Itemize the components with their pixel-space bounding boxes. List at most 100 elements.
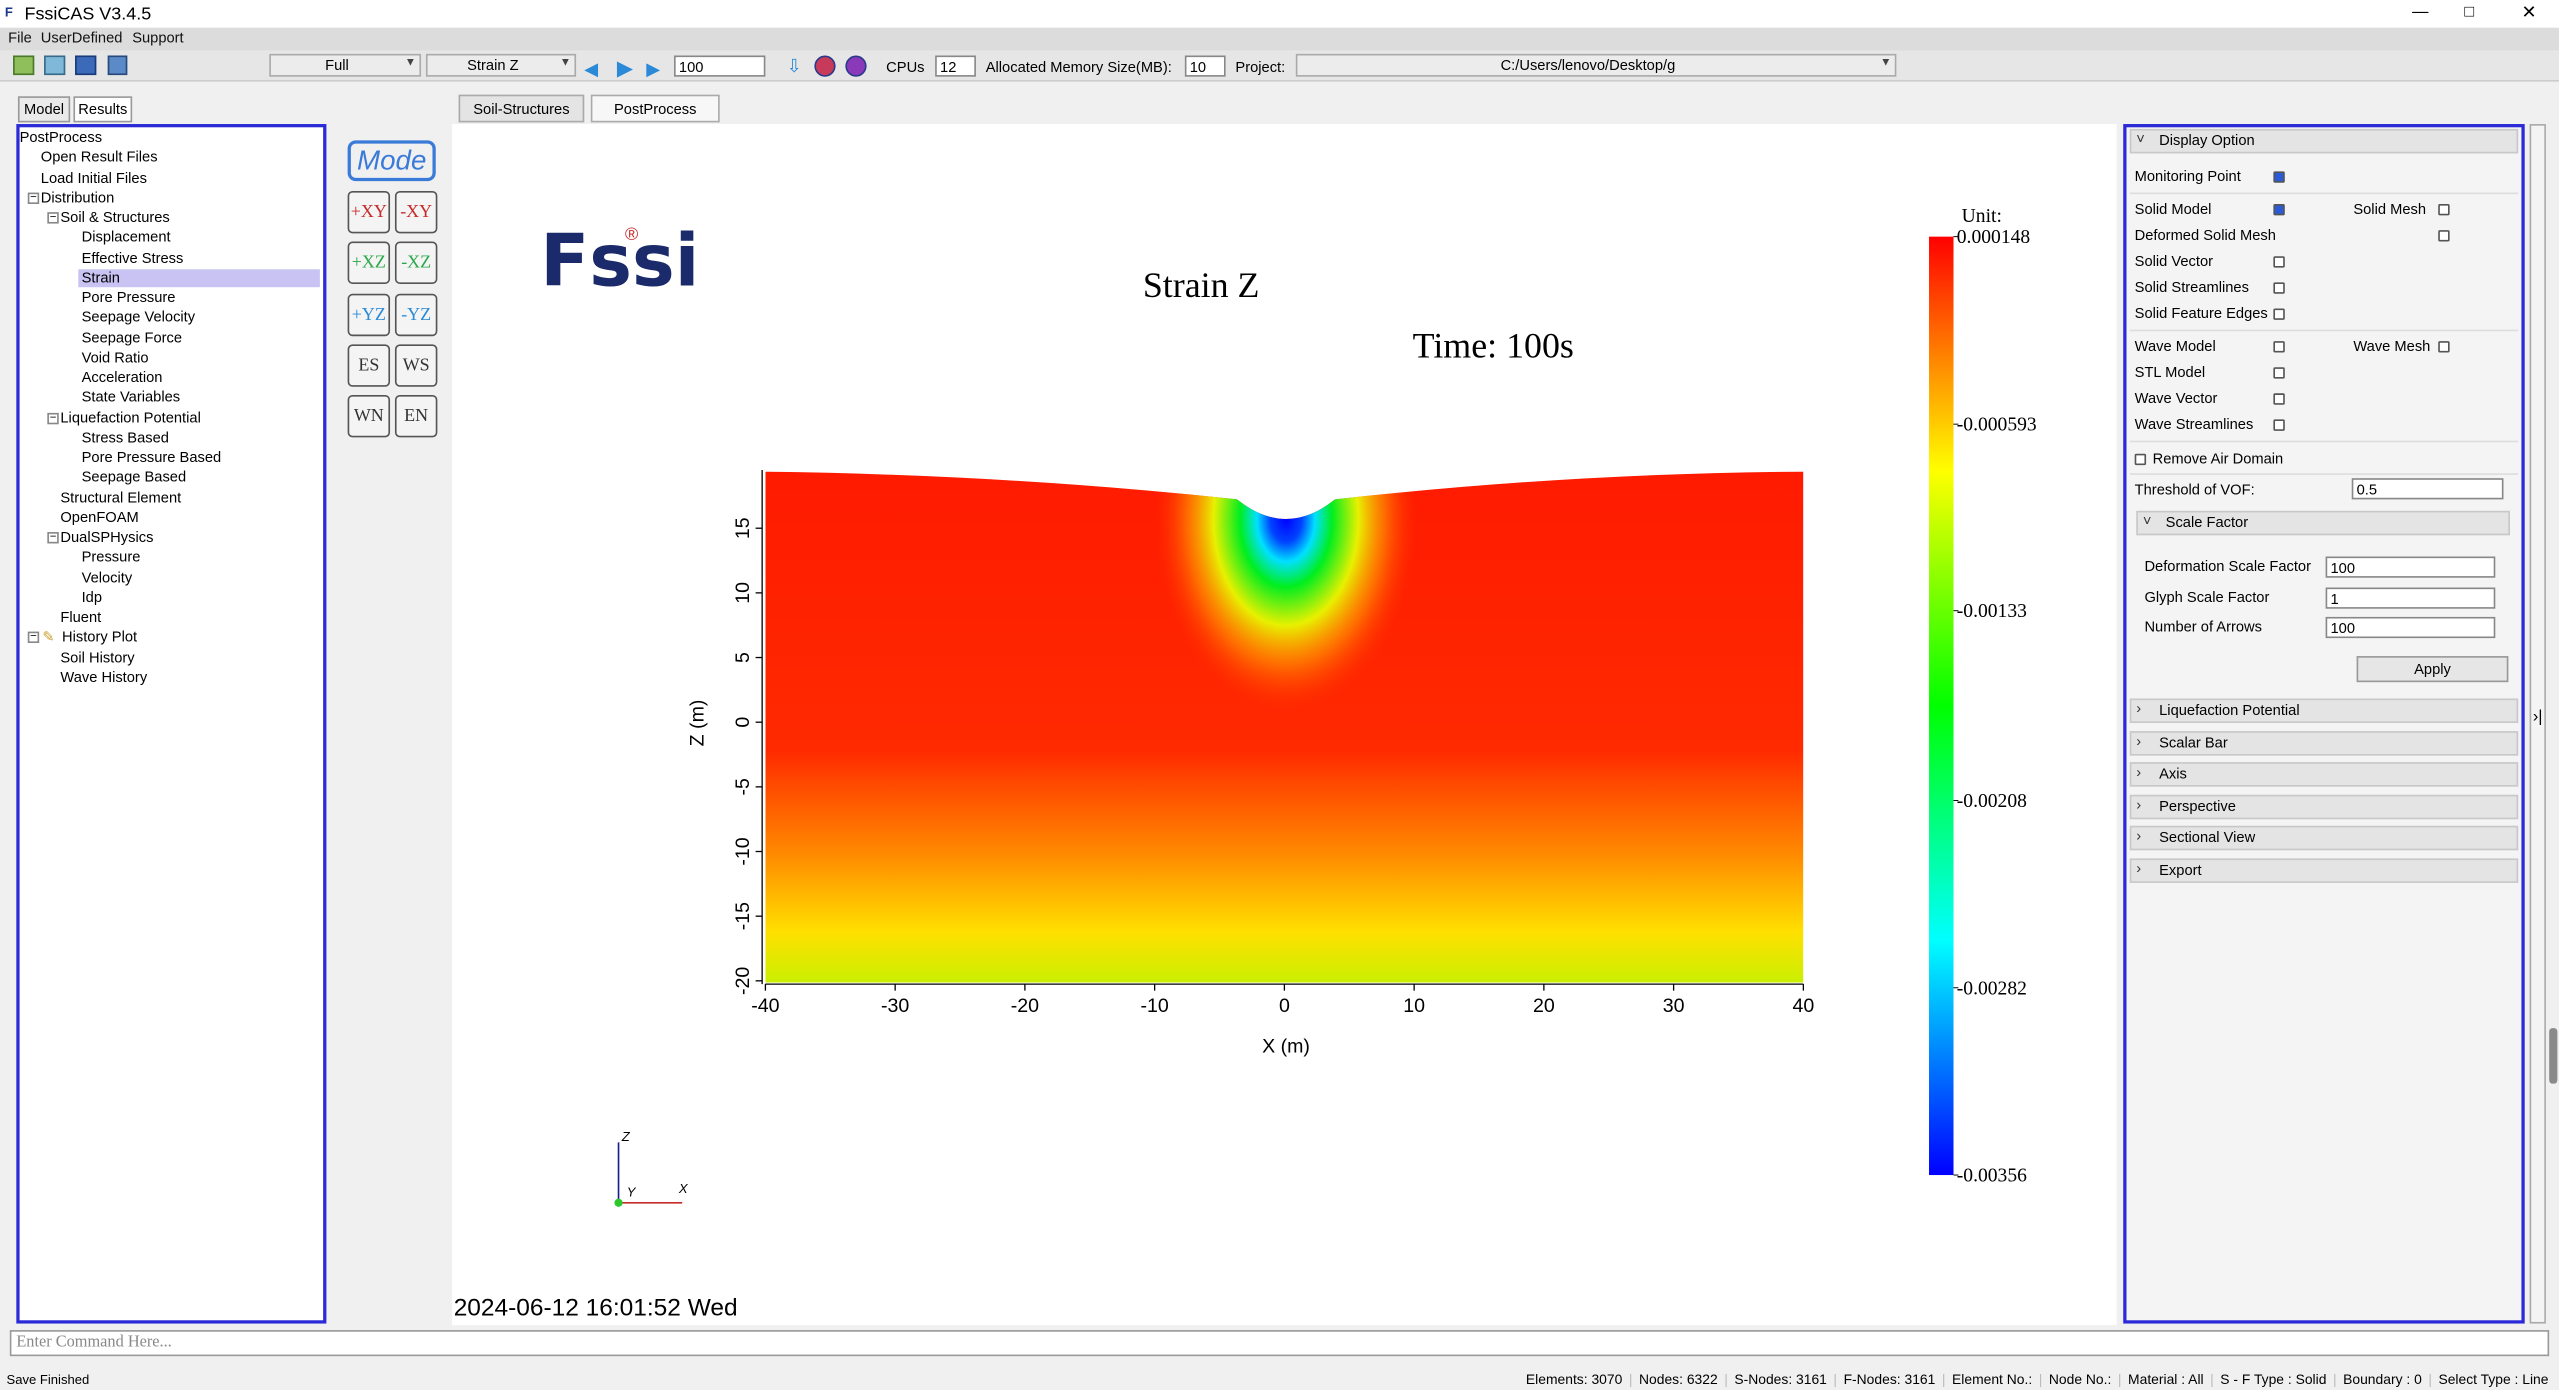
checkbox[interactable] — [2273, 204, 2285, 216]
section-header[interactable]: Scalar Bar — [2129, 730, 2519, 755]
section-header[interactable]: Perspective — [2129, 794, 2519, 819]
checkbox[interactable] — [2438, 341, 2450, 353]
mode-combo[interactable]: Full — [269, 53, 422, 77]
checkbox[interactable] — [2273, 282, 2285, 294]
tree-item[interactable]: Pore Pressure Based — [81, 448, 222, 466]
cpus-input[interactable]: 12 — [935, 55, 976, 77]
maximize-button[interactable]: □ — [2464, 3, 2475, 22]
left-tab[interactable]: Model — [17, 96, 71, 123]
tree-item[interactable]: DualSPHysics — [60, 528, 154, 546]
memory-input[interactable]: 10 — [1184, 55, 1226, 77]
view-button[interactable]: +YZ — [347, 293, 391, 336]
tree-item[interactable]: PostProcess — [19, 128, 103, 146]
tree-item[interactable]: Seepage Force — [81, 328, 183, 346]
play-button[interactable]: ▶ — [616, 55, 634, 80]
tree-item[interactable]: Liquefaction Potential — [60, 408, 201, 426]
field-input[interactable]: 100 — [2325, 616, 2496, 639]
tree-item[interactable]: State Variables — [81, 388, 181, 406]
checkbox[interactable] — [2134, 453, 2147, 466]
tree-item[interactable]: Idp — [81, 588, 103, 606]
collapse-arrow[interactable]: ›| — [2532, 708, 2543, 727]
project-combo[interactable]: C:/Users/lenovo/Desktop/g — [1295, 53, 1897, 77]
layout-icon[interactable] — [107, 55, 128, 76]
checkbox[interactable] — [2273, 367, 2285, 379]
checkbox[interactable] — [2273, 419, 2285, 431]
tree-item[interactable]: Fluent — [60, 608, 102, 626]
tree-item[interactable]: Soil History — [60, 648, 135, 666]
section-header[interactable]: Sectional View — [2129, 826, 2519, 851]
tree-item[interactable]: Seepage Velocity — [81, 308, 196, 326]
view-tab[interactable]: Soil-Structures — [458, 94, 585, 123]
section-header[interactable]: Liquefaction Potential — [2129, 698, 2519, 723]
tree-item[interactable]: Seepage Based — [81, 468, 187, 486]
scroll-thumb[interactable] — [2549, 1028, 2558, 1084]
side-splitter[interactable] — [2529, 124, 2546, 1324]
tree-item[interactable]: Strain — [81, 268, 120, 286]
mode-button[interactable]: Mode — [347, 140, 436, 182]
tree-item[interactable]: OpenFOAM — [60, 508, 139, 526]
section-header[interactable]: Export — [2129, 858, 2519, 883]
tree-expander[interactable]: − — [27, 631, 40, 644]
view-button[interactable]: -XY — [394, 190, 438, 234]
tree-item[interactable]: History Plot — [62, 628, 138, 646]
view-button[interactable]: ES — [347, 344, 391, 387]
save-icon[interactable] — [75, 55, 97, 76]
view-button[interactable]: -XZ — [394, 242, 438, 285]
tree-item[interactable]: Effective Stress — [81, 248, 184, 266]
view-icon[interactable] — [845, 55, 867, 77]
open-icon[interactable] — [13, 55, 35, 76]
prev-button[interactable]: ◀ — [584, 60, 599, 80]
view-icon[interactable] — [814, 55, 836, 77]
checkbox[interactable] — [2438, 204, 2450, 216]
checkbox[interactable] — [2273, 341, 2285, 353]
view-button[interactable]: WN — [347, 395, 391, 438]
menu-item[interactable]: Support — [132, 29, 184, 46]
tree-expander[interactable]: − — [47, 532, 59, 544]
load-icon[interactable] — [44, 55, 66, 76]
left-tab[interactable]: Results — [73, 96, 133, 123]
tree-item[interactable]: Pressure — [81, 548, 141, 566]
menu-item[interactable]: File — [8, 29, 32, 46]
next-button[interactable]: ▶ — [646, 60, 661, 80]
tree-item[interactable]: Open Result Files — [40, 148, 158, 166]
step-input[interactable]: 100 — [674, 55, 766, 77]
checkbox[interactable] — [2273, 256, 2285, 268]
checkbox[interactable] — [2273, 171, 2285, 183]
tree-item[interactable]: Distribution — [40, 188, 115, 206]
view-button[interactable]: -YZ — [394, 293, 438, 336]
tree-item[interactable]: Displacement — [81, 228, 171, 246]
close-button[interactable]: ✕ — [2521, 3, 2537, 23]
menu-item[interactable]: UserDefined — [40, 29, 123, 46]
threshold-input[interactable]: 0.5 — [2351, 478, 2504, 500]
apply-button[interactable]: Apply — [2356, 656, 2509, 683]
section-header[interactable]: Display Option — [2129, 128, 2519, 154]
field-input[interactable]: 100 — [2325, 556, 2496, 578]
tree-expander[interactable]: − — [47, 412, 59, 424]
command-input[interactable] — [9, 1330, 2550, 1357]
tree-item[interactable]: Acceleration — [81, 368, 163, 386]
minimize-button[interactable]: — — [2412, 3, 2429, 22]
section-header[interactable]: Axis — [2129, 762, 2519, 787]
view-button[interactable]: +XY — [347, 190, 391, 234]
view-tab[interactable]: PostProcess — [590, 94, 720, 123]
variable-combo[interactable]: Strain Z — [425, 53, 577, 77]
tree-item[interactable]: Structural Element — [60, 488, 182, 506]
download-icon[interactable]: ⇩ — [786, 57, 802, 77]
view-button[interactable]: +XZ — [347, 242, 391, 285]
tree-item[interactable]: Load Initial Files — [40, 168, 147, 186]
tree-item[interactable]: Velocity — [81, 568, 133, 586]
tree-expander[interactable]: − — [47, 212, 59, 224]
section-header[interactable]: Scale Factor — [2136, 510, 2511, 536]
tree-item[interactable]: Wave History — [60, 668, 148, 686]
checkbox[interactable] — [2438, 230, 2450, 242]
tree-item[interactable]: Void Ratio — [81, 348, 149, 366]
tree-expander[interactable]: − — [27, 192, 40, 204]
checkbox[interactable] — [2273, 308, 2285, 320]
checkbox[interactable] — [2273, 393, 2285, 405]
field-input[interactable]: 1 — [2325, 586, 2496, 608]
tree-item[interactable]: Soil & Structures — [60, 208, 170, 226]
view-button[interactable]: WS — [394, 344, 438, 387]
tree-item[interactable]: Stress Based — [81, 428, 169, 446]
view-button[interactable]: EN — [394, 395, 438, 438]
tree-item[interactable]: Pore Pressure — [81, 288, 176, 306]
